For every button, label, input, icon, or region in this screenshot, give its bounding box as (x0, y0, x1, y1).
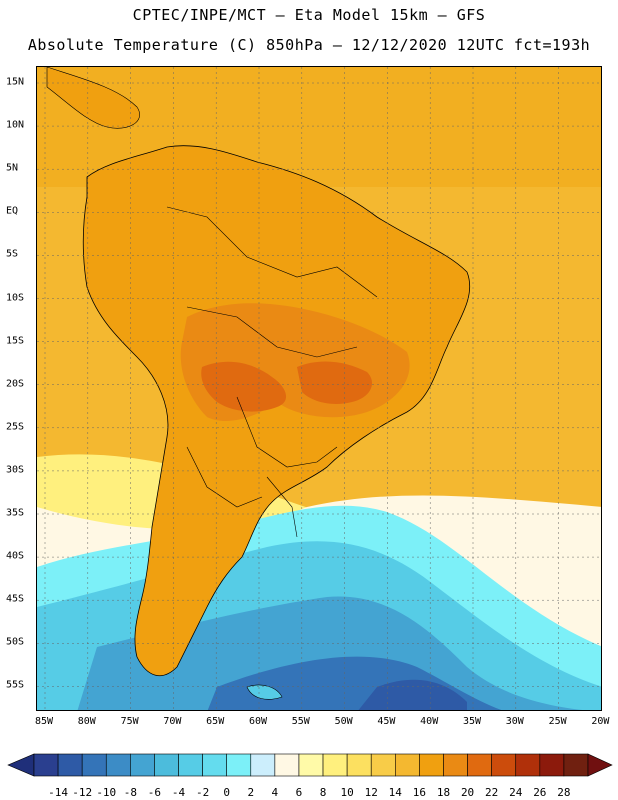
lon-label: 75W (120, 716, 139, 727)
colorbar-swatch (515, 753, 541, 777)
colorbar-swatch (250, 753, 276, 777)
lon-label: 40W (420, 716, 439, 727)
colorbar-label: 16 (412, 786, 427, 799)
colorbar-label: 4 (271, 786, 279, 799)
lat-label: 10N (6, 119, 25, 131)
colorbar-label: 18 (436, 786, 451, 799)
colorbar-label: 22 (485, 786, 499, 799)
colorbar-left-arrow (7, 753, 35, 777)
colorbar-swatch (298, 753, 324, 777)
lat-label: 15N (6, 76, 25, 88)
colorbar-swatch (154, 753, 179, 777)
lon-label: 60W (248, 716, 268, 727)
lon-label: 25W (548, 716, 567, 727)
colorbar-label: -2 (195, 786, 210, 799)
colorbar-label: 10 (340, 786, 354, 799)
colorbar-swatch (370, 753, 396, 777)
colorbar-label: 0 (223, 786, 230, 799)
lat-label: 30S (6, 464, 25, 476)
lon-label: 30W (505, 716, 524, 727)
colorbar-label: 8 (319, 786, 327, 799)
title-line-1: CPTEC/INPE/MCT – Eta Model 15km – GFS (132, 6, 486, 24)
lat-label: EQ (6, 205, 19, 217)
colorbar-swatch (395, 753, 420, 777)
lat-label: 50S (6, 636, 25, 648)
colorbar-label: 20 (460, 786, 475, 799)
colorbar-label: -4 (171, 786, 186, 799)
colorbar-swatch (322, 753, 348, 777)
lat-label: 15S (6, 335, 25, 347)
colorbar-swatch (419, 753, 444, 777)
colorbar-swatch (33, 753, 59, 777)
lon-label: 85W (34, 716, 54, 727)
colorbar-label: -10 (96, 786, 117, 799)
lon-label: 50W (334, 716, 353, 727)
lat-label: 20S (6, 378, 25, 390)
lon-label: 20W (591, 716, 610, 727)
colorbar-label: 12 (364, 786, 378, 799)
colorbar-label: 24 (509, 786, 523, 799)
colorbar-swatch (491, 753, 517, 777)
colorbar-right-arrow (587, 753, 613, 777)
colorbar-label: 28 (557, 786, 571, 799)
lat-label: 10S (6, 292, 25, 303)
colorbar-label: -12 (72, 786, 93, 799)
lat-label: 40S (6, 550, 25, 562)
colorbar-swatch (274, 753, 300, 777)
lat-label: 25S (6, 421, 25, 433)
colorbar (7, 753, 613, 777)
lon-label: 80W (77, 716, 96, 727)
colorbar-swatch (443, 753, 468, 777)
colorbar-swatch (563, 753, 589, 777)
title-line-2: Absolute Temperature (C) 850hPa – 12/12/… (27, 36, 591, 54)
lon-label: 45W (377, 716, 396, 727)
lon-label: 65W (206, 716, 225, 727)
colorbar-swatch (467, 753, 492, 777)
colorbar-swatch (202, 753, 227, 777)
colorbar-label: 2 (247, 786, 255, 799)
colorbar-swatch (346, 753, 372, 777)
colorbar-swatch (539, 753, 565, 777)
colorbar-swatch (105, 753, 131, 777)
lat-label: 5S (6, 248, 19, 260)
colorbar-swatch (130, 753, 155, 777)
lat-label: 35S (6, 507, 25, 519)
colorbar-swatch (57, 753, 83, 777)
lon-label: 55W (291, 716, 310, 727)
lat-label: 55S (6, 679, 25, 691)
colorbar-swatch (81, 753, 107, 777)
lon-label: 70W (163, 716, 182, 727)
colorbar-swatch (226, 753, 252, 777)
temperature-map (36, 66, 602, 711)
lat-label: 45S (6, 593, 25, 605)
lat-label: 5N (6, 162, 19, 174)
colorbar-label: -8 (123, 786, 137, 799)
colorbar-label: -14 (48, 786, 69, 799)
colorbar-label: -6 (147, 786, 162, 799)
colorbar-label: 6 (295, 786, 303, 799)
colorbar-label: 26 (533, 786, 547, 799)
lon-label: 35W (462, 716, 482, 727)
colorbar-swatch (178, 753, 203, 777)
colorbar-label: 14 (388, 786, 402, 799)
